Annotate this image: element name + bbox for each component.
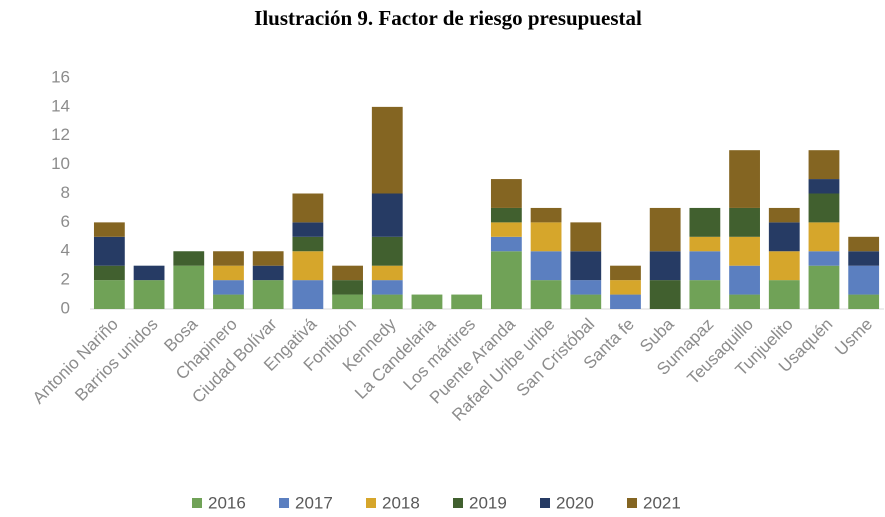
y-tick-label: 16	[51, 67, 70, 86]
bar-segment	[848, 265, 880, 295]
bar-segment	[173, 265, 205, 309]
bar-segment	[490, 179, 522, 208]
bar-segment	[292, 236, 324, 252]
bar-segment	[371, 236, 403, 266]
bar-segment	[729, 265, 760, 295]
legend-swatch	[540, 498, 550, 508]
bar-segment	[133, 265, 165, 281]
bar-segment	[213, 294, 244, 309]
bar-segment	[808, 179, 840, 194]
legend-swatch	[366, 498, 376, 508]
bar-segment	[848, 236, 880, 252]
y-tick-label: 14	[51, 96, 70, 115]
bar-segment	[252, 251, 284, 266]
bar-segment	[729, 150, 760, 208]
bar-segment	[292, 193, 324, 223]
bar-segment	[848, 294, 880, 309]
bar-segment	[808, 265, 840, 309]
bar-segment	[93, 236, 125, 266]
bar-segment	[490, 222, 522, 237]
bar-segment	[570, 251, 602, 281]
y-tick-label: 6	[61, 212, 70, 231]
y-tick-label: 8	[61, 183, 70, 202]
legend-label: 2017	[295, 493, 333, 512]
bar-segment	[610, 294, 641, 309]
bar-segment	[649, 280, 681, 309]
legend-swatch	[627, 498, 637, 508]
bar-segment	[371, 294, 403, 309]
bar-segment	[292, 222, 324, 237]
bar-segment	[729, 236, 760, 266]
legend-label: 2020	[556, 493, 594, 512]
bar-segment	[768, 251, 800, 281]
bar-segment	[808, 222, 840, 252]
bar-segment	[530, 280, 562, 309]
bar-segment	[292, 280, 324, 309]
legend-label: 2021	[643, 493, 681, 512]
bar-segment	[689, 207, 721, 237]
bar-segment	[213, 280, 244, 295]
bar-segment	[530, 251, 562, 281]
bar-segment	[213, 251, 244, 266]
legend-swatch	[279, 498, 289, 508]
bar-segment	[252, 265, 284, 281]
bar-segment	[292, 251, 324, 281]
bar-segment	[332, 280, 363, 295]
legend-swatch	[453, 498, 463, 508]
x-tick-label: Usme	[831, 315, 876, 360]
bar-segment	[490, 236, 522, 252]
bar-segment	[371, 106, 403, 194]
bar-segment	[173, 251, 205, 266]
bar-segment	[689, 251, 721, 281]
bar-segment	[490, 207, 522, 223]
bar-segment	[570, 222, 602, 252]
bar-segment	[610, 265, 641, 281]
y-tick-label: 10	[51, 154, 70, 173]
bar-segment	[93, 265, 125, 281]
bar-segment	[768, 222, 800, 252]
y-tick-label: 0	[61, 298, 70, 317]
legend-label: 2016	[208, 493, 246, 512]
bar-segment	[451, 294, 483, 309]
bar-segment	[848, 251, 880, 266]
bar-segment	[570, 294, 602, 309]
bar-segment	[93, 222, 125, 237]
bar-segment	[371, 265, 403, 281]
bar-segment	[490, 251, 522, 309]
bar-segment	[768, 207, 800, 223]
chart-title: Ilustración 9. Factor de riesgo presupue…	[254, 6, 642, 30]
bar-segment	[93, 280, 125, 309]
bar-segment	[252, 280, 284, 309]
legend-label: 2019	[469, 493, 507, 512]
bar-segment	[808, 251, 840, 266]
bar-segment	[570, 280, 602, 295]
bar-segment	[649, 251, 681, 281]
bar-segment	[729, 207, 760, 237]
bar-segment	[213, 265, 244, 281]
bar-segment	[689, 236, 721, 252]
bar-segment	[332, 265, 363, 281]
bar-segment	[530, 222, 562, 252]
bar-segment	[371, 193, 403, 237]
bar-segment	[133, 280, 165, 309]
bar-segment	[649, 207, 681, 252]
y-tick-label: 12	[51, 125, 70, 144]
bar-segment	[371, 280, 403, 295]
bar-segment	[768, 280, 800, 309]
legend-swatch	[192, 498, 202, 508]
bar-segment	[729, 294, 760, 309]
bar-segment	[332, 294, 363, 309]
bar-segment	[808, 150, 840, 180]
y-tick-label: 4	[61, 241, 70, 260]
bar-segment	[808, 193, 840, 223]
y-tick-label: 2	[61, 270, 70, 289]
bar-segment	[689, 280, 721, 309]
bar-segment	[610, 280, 641, 295]
legend-label: 2018	[382, 493, 420, 512]
bar-segment	[530, 207, 562, 223]
bar-segment	[411, 294, 443, 309]
